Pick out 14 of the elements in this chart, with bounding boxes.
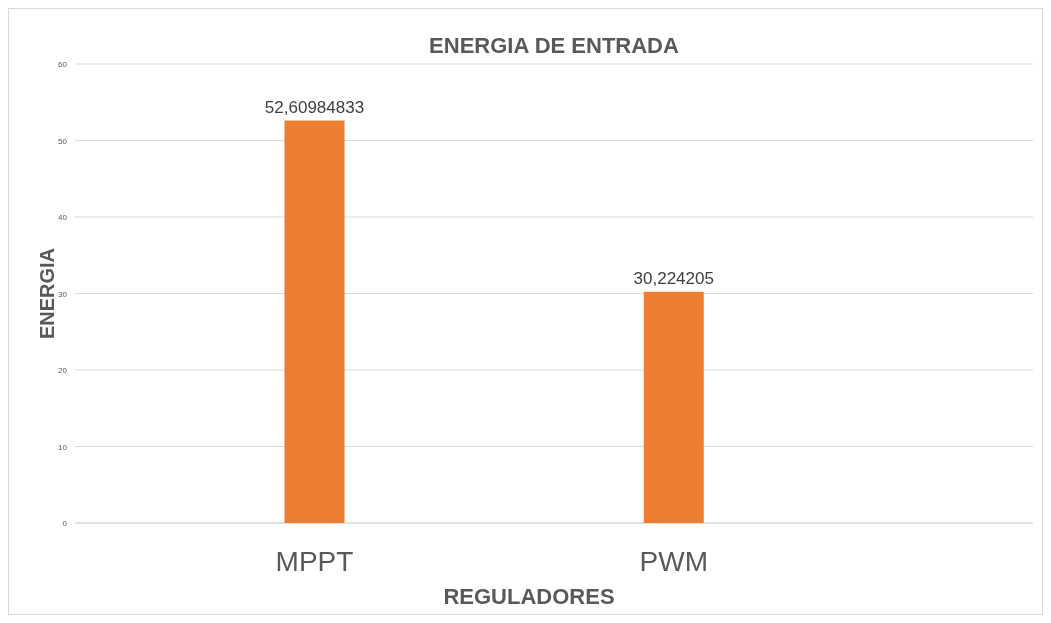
y-tick-label: 40 [58,213,68,222]
y-tick-label: 50 [58,136,68,146]
y-tick-label: 60 [58,60,68,69]
x-tick-label: MPPT [275,546,354,577]
y-tick-label: 10 [58,442,68,452]
data-label: 30,224205 [633,268,714,288]
y-axis-title: ENERGIA [36,247,58,340]
chart-title: ENERGIA DE ENTRADA [429,33,679,58]
data-label: 52,60984833 [264,97,365,117]
x-tick-label: PWM [639,546,708,577]
y-tick-label: 20 [58,366,68,375]
y-tick-label: 0 [62,519,68,528]
y-tick-label: 30 [58,289,68,299]
x-axis-title: REGULADORES [443,584,615,609]
